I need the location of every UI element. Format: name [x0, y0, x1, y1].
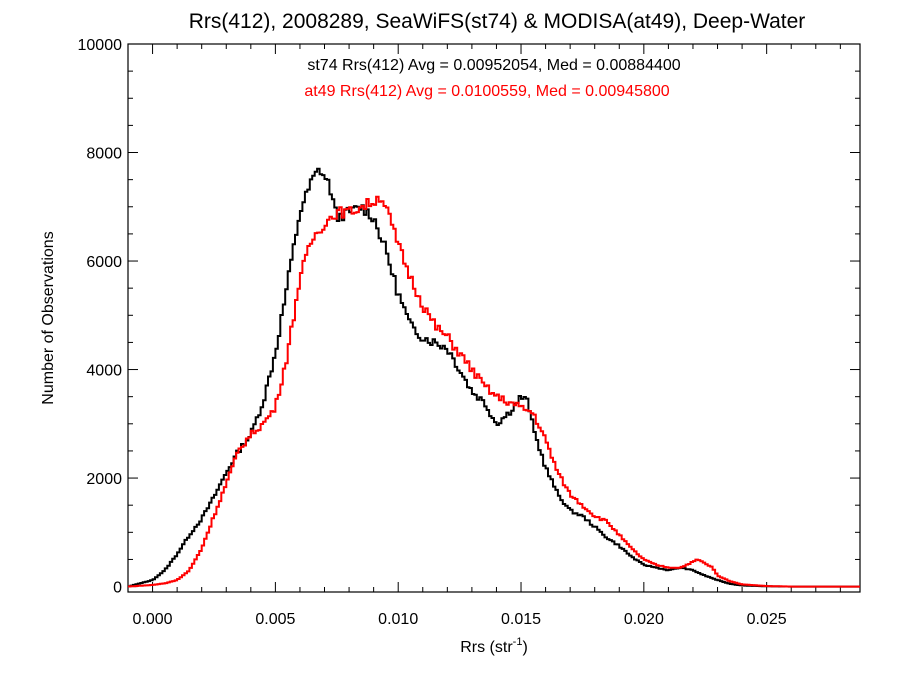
x-tick-label: 0.020: [624, 611, 664, 628]
plot-frame: [127, 43, 861, 593]
series-st74-histogram: [128, 167, 860, 588]
annotation-at49: at49 Rrs(412) Avg = 0.0100559, Med = 0.0…: [304, 83, 669, 100]
y-tick-label: 4000: [86, 363, 122, 380]
y-tick-label: 2000: [86, 471, 122, 488]
chart-title: Rrs(412), 2008289, SeaWiFS(st74) & MODIS…: [189, 10, 806, 33]
x-axis-label-superscript: -1: [513, 636, 523, 648]
x-tick-label: 0.010: [378, 611, 418, 628]
y-tick-label: 10000: [78, 37, 123, 54]
y-tick-label: 0: [113, 580, 122, 597]
axis-ticks: 0.000 0.005 0.010 0.015 0.020 0.025 0 2000 4000 6…: [78, 37, 860, 628]
x-tick-label: 0.005: [255, 611, 295, 628]
x-tick-label: 0.015: [501, 611, 541, 628]
y-tick-label: 6000: [86, 254, 122, 271]
annotation-st74: st74 Rrs(412) Avg = 0.00952054, Med = 0.…: [307, 57, 680, 74]
x-tick-label: 0.025: [747, 611, 787, 628]
x-axis-label: Rrs (str-1): [460, 636, 528, 656]
series-layer: [128, 167, 860, 588]
series-at49-histogram: [128, 195, 860, 588]
y-tick-label: 8000: [86, 146, 122, 163]
y-axis-label: Number of Observations: [40, 231, 57, 404]
x-axis-label-text: Rrs (str: [460, 639, 513, 656]
x-tick-label: 0.000: [133, 611, 173, 628]
x-axis-label-close: ): [522, 639, 527, 656]
